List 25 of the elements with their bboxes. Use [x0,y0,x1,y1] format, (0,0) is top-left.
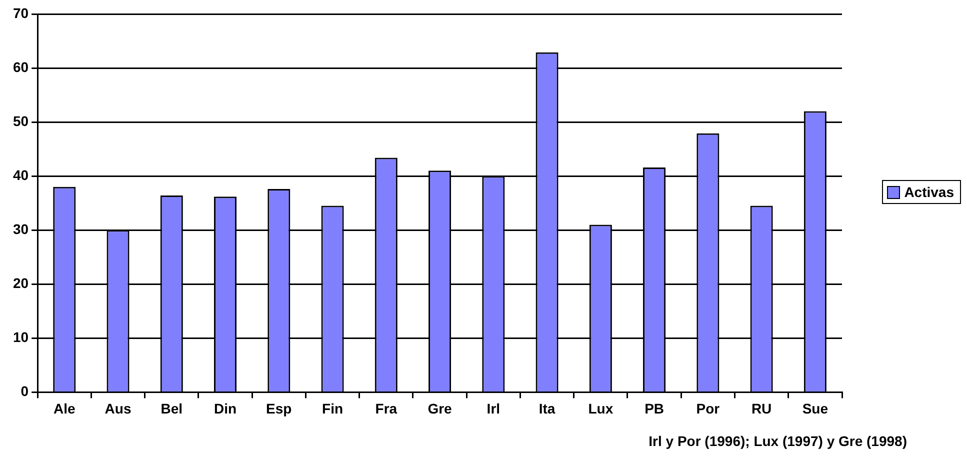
x-tick-label: Ita [538,400,556,416]
x-tick-label: Por [696,400,720,416]
x-tick-label: Gre [428,400,452,416]
x-tick-label: Fin [322,400,344,416]
y-tick-label: 30 [12,220,29,237]
x-tick-label: Lux [588,400,614,416]
x-tick-label: Din [214,400,237,416]
legend-label: Activas [904,184,954,200]
x-tick-label: Aus [104,400,132,416]
x-tick-label: Fra [375,400,398,416]
y-tick-label: 60 [12,58,29,75]
x-tick-label: Esp [266,400,292,416]
x-tick-label: Sue [802,400,828,416]
y-tick-label: 0 [20,383,29,400]
x-tick-label: Bel [160,400,183,416]
y-tick-label: 40 [12,166,29,183]
x-tick-label: RU [751,400,772,416]
y-tick-label: 50 [12,112,29,129]
x-tick-label: Ale [53,400,76,416]
y-tick-label: 70 [12,4,29,21]
x-tick-label: Irl [486,400,500,416]
text: Irl y Por (1996); Lux (1997) y Gre (1998) [648,433,907,449]
y-tick-label: 10 [12,329,29,346]
y-tick-label: 20 [12,275,29,291]
x-tick-label: PB [644,400,664,416]
